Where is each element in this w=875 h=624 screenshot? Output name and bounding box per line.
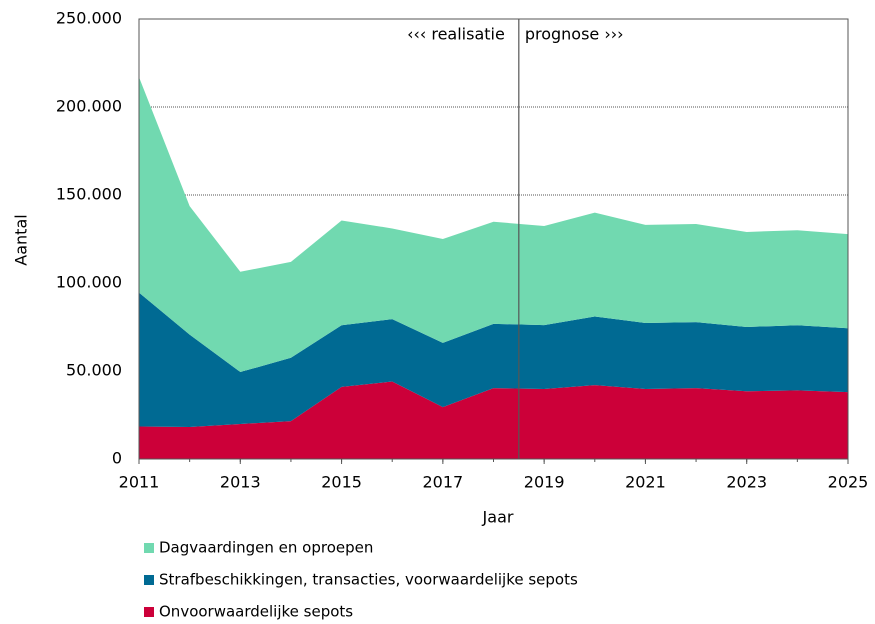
x-tick-label: 2017 <box>422 473 463 492</box>
x-tick-label: 2021 <box>625 473 666 492</box>
legend-swatch <box>144 607 154 617</box>
y-tick-label: 100.000 <box>56 273 122 292</box>
legend-label: Dagvaardingen en oproepen <box>159 539 373 557</box>
area <box>139 292 848 427</box>
area <box>139 77 848 373</box>
x-tick-label: 2019 <box>524 473 565 492</box>
x-tick-label: 2013 <box>220 473 261 492</box>
annotation: prognose ››› <box>525 25 624 44</box>
y-axis-label: Aantal <box>12 214 31 265</box>
y-tick-label: 200.000 <box>56 97 122 116</box>
x-tick-label: 2011 <box>119 473 160 492</box>
legend-label: Onvoorwaardelijke sepots <box>159 603 353 621</box>
x-tick-label: 2025 <box>828 473 869 492</box>
x-tick-label: 2023 <box>726 473 767 492</box>
x-tick-label: 2015 <box>321 473 362 492</box>
legend-label: Strafbeschikkingen, transacties, voorwaa… <box>159 571 578 589</box>
y-tick-label: 0 <box>112 449 122 468</box>
area <box>139 381 848 459</box>
x-axis-label: Jaar <box>482 508 514 527</box>
y-tick-label: 150.000 <box>56 185 122 204</box>
legend-swatch <box>144 575 154 585</box>
legend-swatch <box>144 543 154 553</box>
y-tick-label: 250.000 <box>56 9 122 28</box>
annotation: ‹‹‹ realisatie <box>407 25 505 44</box>
y-tick-label: 50.000 <box>66 361 122 380</box>
